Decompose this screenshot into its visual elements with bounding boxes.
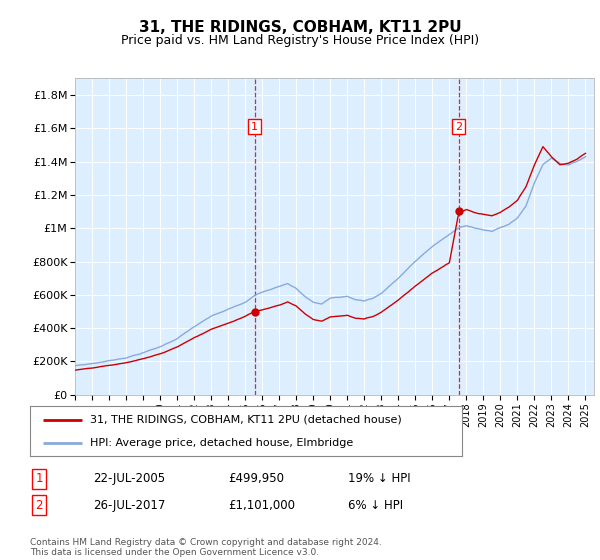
Text: 2: 2 [455,122,462,132]
Text: 1: 1 [35,472,43,486]
Text: 26-JUL-2017: 26-JUL-2017 [93,498,166,512]
Text: 19% ↓ HPI: 19% ↓ HPI [348,472,410,486]
Text: 31, THE RIDINGS, COBHAM, KT11 2PU (detached house): 31, THE RIDINGS, COBHAM, KT11 2PU (detac… [91,414,402,424]
Text: £1,101,000: £1,101,000 [228,498,295,512]
Text: 22-JUL-2005: 22-JUL-2005 [93,472,165,486]
Text: 1: 1 [251,122,258,132]
Text: 6% ↓ HPI: 6% ↓ HPI [348,498,403,512]
Text: 31, THE RIDINGS, COBHAM, KT11 2PU: 31, THE RIDINGS, COBHAM, KT11 2PU [139,20,461,35]
Text: £499,950: £499,950 [228,472,284,486]
Text: Price paid vs. HM Land Registry's House Price Index (HPI): Price paid vs. HM Land Registry's House … [121,34,479,46]
Text: Contains HM Land Registry data © Crown copyright and database right 2024.
This d: Contains HM Land Registry data © Crown c… [30,538,382,557]
Text: 2: 2 [35,498,43,512]
Text: HPI: Average price, detached house, Elmbridge: HPI: Average price, detached house, Elmb… [91,438,354,448]
